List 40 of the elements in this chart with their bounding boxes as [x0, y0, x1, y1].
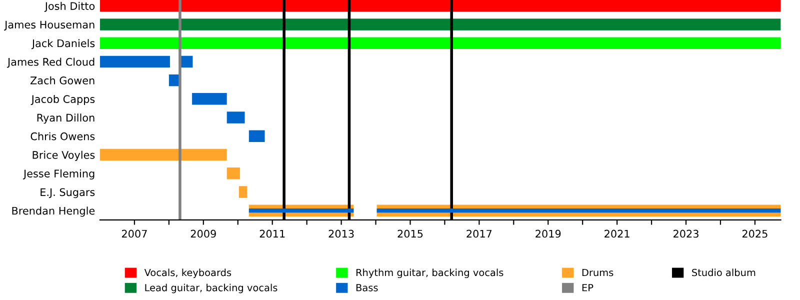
- y-tick-label: E.J. Sugars: [40, 188, 95, 198]
- x-tick-label: 2009: [190, 230, 216, 238]
- y-tick-label: Ryan Dillon: [37, 114, 94, 124]
- x-tick-label: 2017: [466, 230, 492, 238]
- bar: [100, 18, 781, 30]
- bar: [100, 37, 781, 49]
- bar: [100, 56, 170, 68]
- x-tick-label: 2023: [674, 230, 698, 238]
- bar: [226, 168, 240, 180]
- bar: [100, 148, 227, 161]
- y-tick-label: Josh Ditto: [44, 2, 95, 12]
- legend-label: Drums: [582, 268, 614, 276]
- legend-label: Bass: [356, 284, 378, 292]
- y-tick-label: Jacob Capps: [30, 94, 95, 106]
- legend-label: Lead guitar, backing vocals: [145, 284, 278, 294]
- x-tick-label: 2015: [398, 230, 423, 238]
- y-tick-label: Brendan Hengle: [12, 206, 95, 217]
- legend-label: Rhythm guitar, backing vocals: [356, 268, 504, 278]
- y-tick-label: Brice Voyles: [32, 150, 95, 161]
- y-tick-label: Jesse Fleming: [22, 169, 94, 180]
- bar: [238, 186, 248, 198]
- x-tick-label: 2007: [122, 230, 147, 238]
- x-tick-label: 2021: [604, 230, 630, 238]
- x-tick-label: 2013: [328, 230, 354, 238]
- y-tick-label: James Red Cloud: [6, 58, 94, 68]
- bar: [100, 0, 781, 12]
- legend-label: Studio album: [692, 268, 756, 276]
- y-tick-label: Zach Gowen: [30, 76, 94, 84]
- x-tick-label: 2011: [260, 230, 285, 238]
- y-tick-label: Chris Owens: [30, 132, 95, 140]
- x-tick-label: 2019: [536, 230, 561, 238]
- y-tick-label: James Houseman: [4, 20, 94, 31]
- y-tick-label: Jack Daniels: [31, 39, 95, 50]
- bar: [226, 112, 245, 124]
- x-tick-label: 2025: [742, 230, 768, 238]
- bar: [248, 130, 265, 142]
- bar: [376, 208, 781, 213]
- legend-label: Vocals, keyboards: [144, 268, 232, 278]
- legend-label: EP: [582, 284, 594, 292]
- bar: [192, 93, 227, 105]
